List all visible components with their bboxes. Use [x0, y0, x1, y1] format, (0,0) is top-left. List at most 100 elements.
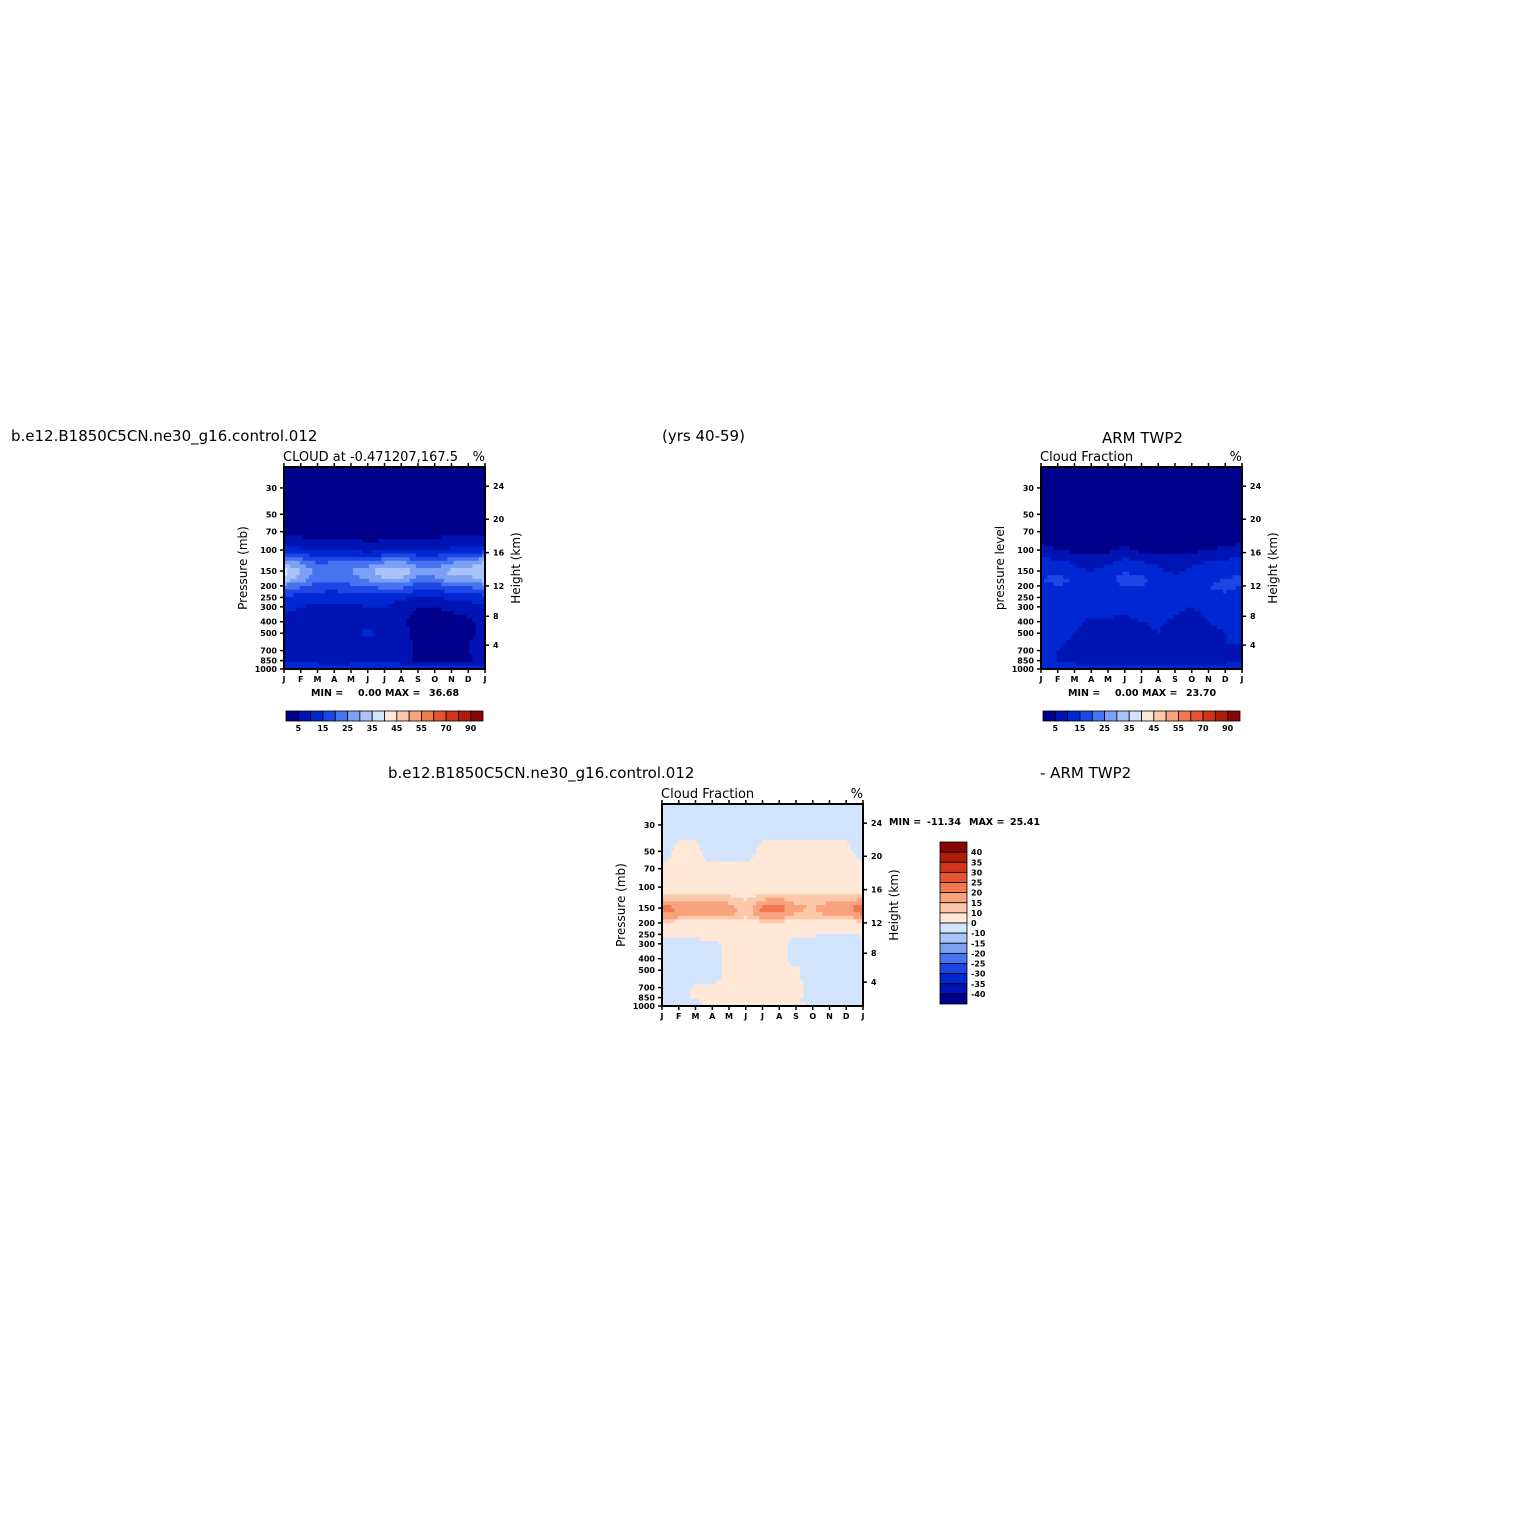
contour-cell	[481, 578, 486, 584]
contour-cell	[1220, 528, 1224, 533]
contour-cell	[375, 531, 379, 537]
contour-cell	[362, 528, 367, 533]
contour-cell	[1084, 477, 1089, 483]
contour-cell	[422, 568, 426, 573]
contour-cell	[478, 521, 483, 526]
contour-cell	[393, 658, 398, 663]
contour-cell	[403, 546, 408, 551]
contour-cell	[312, 600, 317, 605]
contour-cell	[1075, 481, 1080, 486]
contour-cell	[1053, 517, 1058, 522]
contour-cell	[472, 647, 477, 652]
contour-cell	[463, 614, 467, 620]
contour-cell	[312, 643, 317, 648]
contour-cell	[315, 658, 320, 663]
contour-cell	[359, 632, 364, 638]
contour-cell	[1169, 477, 1174, 483]
contour-cell	[375, 481, 379, 486]
contour-cell	[1157, 495, 1161, 501]
contour-cell	[1106, 531, 1111, 537]
contour-cell	[459, 578, 464, 584]
contour-cell	[318, 481, 323, 486]
contour-cell	[437, 474, 442, 479]
contour-cell	[1084, 531, 1089, 537]
contour-cell	[1194, 499, 1199, 504]
contour-cell	[309, 625, 313, 630]
contour-cell	[356, 528, 360, 533]
contour-cell	[302, 524, 307, 529]
x-tick-label: J	[365, 675, 369, 684]
contour-cell	[365, 578, 370, 584]
contour-cell	[346, 568, 351, 573]
contour-cell	[1088, 485, 1092, 490]
contour-cell	[293, 517, 298, 522]
contour-cell	[409, 503, 414, 508]
contour-cell	[419, 499, 423, 504]
contour-cell	[1172, 506, 1177, 511]
contour-cell	[444, 589, 448, 594]
contour-cell	[1213, 485, 1218, 490]
contour-cell	[463, 564, 467, 569]
contour-cell	[1235, 488, 1240, 493]
contour-cell	[1226, 499, 1231, 504]
contour-cell	[447, 492, 452, 497]
contour-cell	[1041, 474, 1045, 479]
contour-cell	[1141, 477, 1146, 483]
contour-cell	[403, 549, 408, 555]
contour-cell	[365, 477, 370, 483]
contour-cell	[1062, 495, 1067, 501]
contour-cell	[284, 593, 288, 598]
contour-cell	[340, 495, 345, 501]
contour-cell	[343, 578, 348, 584]
contour-cell	[302, 575, 307, 580]
contour-cell	[425, 650, 430, 656]
contour-cell	[378, 542, 382, 547]
contour-cell	[469, 539, 474, 544]
contour-cell	[1084, 503, 1089, 508]
contour-cell	[1072, 477, 1077, 483]
contour-cell	[365, 604, 370, 609]
contour-cell	[475, 560, 480, 565]
contour-cell	[296, 625, 301, 630]
contour-cell	[340, 517, 345, 522]
contour-cell	[1069, 535, 1074, 540]
contour-cell	[431, 654, 436, 659]
contour-cell	[321, 578, 326, 584]
contour-cell	[356, 571, 360, 576]
contour-cell	[1094, 510, 1099, 515]
contour-cell	[365, 564, 370, 569]
contour-cell	[343, 593, 348, 598]
contour-cell	[359, 589, 364, 594]
contour-cell	[1216, 481, 1221, 486]
contour-cell	[475, 506, 480, 511]
contour-cell	[346, 557, 351, 562]
contour-cell	[447, 632, 452, 638]
contour-cell	[1135, 531, 1139, 537]
contour-cell	[302, 571, 307, 576]
contour-cell	[415, 470, 420, 475]
contour-cell	[1125, 510, 1130, 515]
contour-cell	[1179, 495, 1183, 501]
contour-cell	[475, 571, 480, 576]
contour-cell	[343, 503, 348, 508]
contour-cell	[1141, 517, 1146, 522]
contour-cell	[381, 531, 386, 537]
contour-cell	[406, 643, 411, 648]
contour-cell	[481, 665, 486, 670]
contour-cell	[1041, 506, 1045, 511]
contour-cell	[1232, 467, 1237, 472]
contour-cell	[1226, 474, 1231, 479]
contour-cell	[390, 607, 395, 612]
contour-cell	[469, 614, 474, 620]
contour-cell	[450, 503, 455, 508]
contour-cell	[299, 528, 304, 533]
contour-cell	[1182, 477, 1187, 483]
contour-cell	[299, 542, 304, 547]
contour-cell	[419, 611, 423, 616]
contour-cell	[444, 600, 448, 605]
contour-cell	[406, 524, 411, 529]
contour-cell	[450, 632, 455, 638]
contour-cell	[453, 488, 458, 493]
contour-cell	[1041, 528, 1045, 533]
contour-cell	[312, 593, 317, 598]
